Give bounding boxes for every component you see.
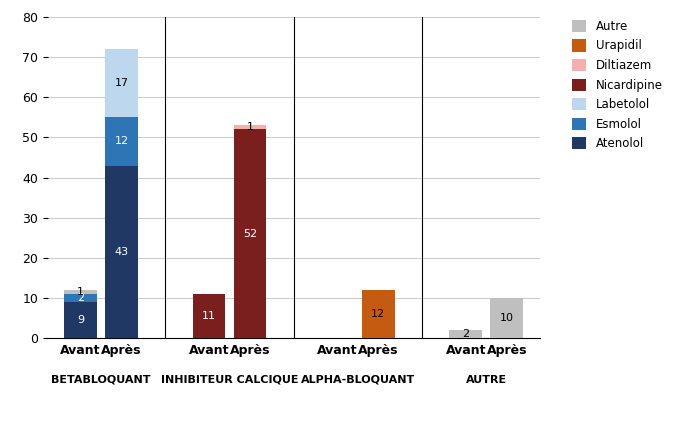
- Text: INHIBITEUR CALCIQUE: INHIBITEUR CALCIQUE: [161, 375, 298, 385]
- Bar: [234, 129, 266, 338]
- Text: ALPHA-BLOQUANT: ALPHA-BLOQUANT: [301, 375, 415, 385]
- Bar: [234, 126, 266, 129]
- Bar: [64, 290, 97, 294]
- Legend: Autre, Urapidil, Diltiazem, Nicardipine, Labetolol, Esmolol, Atenolol: Autre, Urapidil, Diltiazem, Nicardipine,…: [569, 16, 667, 154]
- Bar: [449, 330, 482, 338]
- Text: 2: 2: [77, 293, 84, 303]
- Text: 17: 17: [115, 78, 128, 88]
- Text: 11: 11: [202, 311, 216, 321]
- Bar: [193, 294, 225, 338]
- Text: 43: 43: [115, 247, 128, 257]
- Bar: [105, 49, 138, 118]
- Bar: [105, 118, 138, 166]
- Text: 9: 9: [77, 315, 84, 325]
- Bar: [490, 298, 523, 338]
- Bar: [64, 294, 97, 302]
- Bar: [64, 302, 97, 338]
- Text: 52: 52: [243, 229, 257, 239]
- Text: 2: 2: [462, 330, 469, 339]
- Text: 1: 1: [77, 287, 84, 297]
- Text: 1: 1: [247, 122, 253, 132]
- Text: 10: 10: [500, 313, 514, 323]
- Text: BETABLOQUANT: BETABLOQUANT: [51, 375, 151, 385]
- Text: 12: 12: [372, 309, 385, 319]
- Bar: [362, 290, 395, 338]
- Text: AUTRE: AUTRE: [466, 375, 507, 385]
- Bar: [105, 166, 138, 338]
- Text: 12: 12: [115, 137, 128, 146]
